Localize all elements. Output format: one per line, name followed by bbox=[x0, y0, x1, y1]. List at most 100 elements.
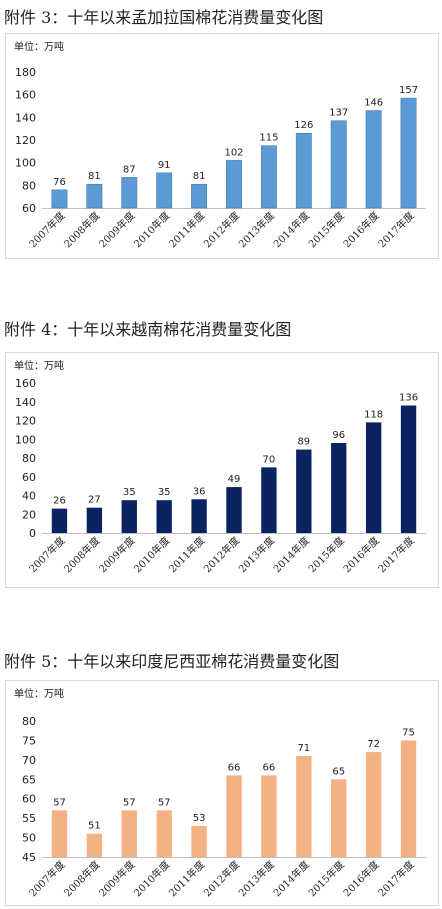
y-tick-label: 60 bbox=[22, 202, 36, 215]
bar bbox=[400, 740, 417, 857]
y-tick-label: 100 bbox=[15, 433, 36, 446]
bar bbox=[156, 172, 173, 209]
bar bbox=[51, 508, 68, 533]
data-label: 76 bbox=[53, 177, 66, 188]
x-tick-label: 2009年度 bbox=[96, 858, 137, 899]
bar bbox=[121, 500, 137, 533]
x-tick-label: 2014年度 bbox=[271, 858, 312, 899]
chart-panel-indonesia: 单位：万吨 45 50 55 60 65 70 75 80 57 2007年度 51 2008年度 57 2… bbox=[5, 680, 439, 906]
data-label: 81 bbox=[88, 171, 101, 182]
bar bbox=[226, 487, 242, 533]
y-tick-label: 80 bbox=[22, 179, 36, 192]
x-tick-label: 2013年度 bbox=[236, 858, 277, 899]
x-tick-label: 2009年度 bbox=[96, 209, 137, 250]
bar bbox=[51, 810, 68, 857]
data-label: 36 bbox=[193, 486, 206, 497]
data-label: 26 bbox=[53, 496, 66, 507]
x-tick-label: 2016年度 bbox=[340, 534, 381, 575]
y-tick-label: 140 bbox=[15, 111, 36, 124]
data-label: 57 bbox=[123, 797, 136, 808]
data-label: 51 bbox=[88, 821, 101, 832]
y-tick-label: 60 bbox=[22, 471, 36, 484]
data-label: 137 bbox=[329, 108, 348, 119]
y-tick-label: 80 bbox=[22, 452, 36, 465]
bar bbox=[330, 120, 347, 209]
y-tick-label: 65 bbox=[22, 773, 36, 786]
bar bbox=[86, 507, 103, 533]
bar bbox=[226, 160, 242, 209]
y-tick-label: 55 bbox=[22, 812, 36, 825]
data-label: 136 bbox=[399, 393, 418, 404]
data-label: 91 bbox=[158, 160, 171, 171]
bar-chart-bangladesh: 单位：万吨 60 80 100 120 140 160 180 76 2007年度 81 2008年度… bbox=[14, 40, 426, 250]
data-label: 115 bbox=[259, 133, 278, 144]
x-tick-label: 2012年度 bbox=[201, 534, 242, 575]
y-tick-label: 70 bbox=[22, 754, 36, 767]
data-label: 35 bbox=[123, 487, 136, 498]
x-tick-label: 2007年度 bbox=[26, 858, 67, 899]
bar bbox=[331, 779, 347, 857]
chart-panel-vietnam: 单位：万吨 0 20 40 60 80 100 120 140 160 26 2007年度 27 2008… bbox=[5, 352, 439, 588]
y-tick-label: 40 bbox=[22, 490, 36, 503]
x-tick-label: 2015年度 bbox=[306, 858, 347, 899]
bar bbox=[260, 145, 277, 209]
x-tick-label: 2013年度 bbox=[236, 534, 277, 575]
data-label: 27 bbox=[88, 495, 101, 506]
x-tick-label: 2010年度 bbox=[131, 534, 172, 575]
bar bbox=[295, 132, 312, 209]
heading-indonesia: 附件 5：十年以来印度尼西亚棉花消费量变化图 bbox=[4, 652, 340, 671]
x-tick-label: 2015年度 bbox=[306, 534, 347, 575]
y-tick-label: 75 bbox=[22, 734, 36, 747]
y-tick-label: 50 bbox=[22, 832, 36, 845]
data-label: 102 bbox=[224, 147, 243, 158]
chart-panel-bangladesh: 单位：万吨 60 80 100 120 140 160 180 76 2007年度 81 2008年度… bbox=[5, 33, 439, 259]
x-tick-label: 2017年度 bbox=[375, 209, 416, 250]
data-label: 89 bbox=[297, 437, 310, 448]
x-tick-label: 2012年度 bbox=[201, 858, 242, 899]
x-tick-label: 2017年度 bbox=[375, 858, 416, 899]
data-label: 70 bbox=[263, 454, 276, 465]
bar bbox=[121, 177, 138, 209]
x-tick-label: 2014年度 bbox=[271, 534, 312, 575]
bar bbox=[400, 97, 417, 209]
y-tick-label: 120 bbox=[15, 134, 36, 147]
y-tick-label: 60 bbox=[22, 793, 36, 806]
y-tick-label: 160 bbox=[15, 89, 36, 102]
y-tick-label: 120 bbox=[15, 415, 36, 428]
bar bbox=[365, 422, 382, 533]
data-label: 72 bbox=[367, 739, 380, 750]
x-tick-label: 2013年度 bbox=[236, 209, 277, 250]
y-tick-label: 100 bbox=[15, 157, 36, 170]
x-tick-label: 2008年度 bbox=[61, 209, 102, 250]
x-tick-label: 2008年度 bbox=[61, 534, 102, 575]
data-label: 57 bbox=[158, 797, 171, 808]
data-label: 87 bbox=[123, 164, 136, 175]
x-tick-label: 2008年度 bbox=[61, 858, 102, 899]
x-tick-label: 2011年度 bbox=[166, 209, 207, 250]
unit-label: 单位：万吨 bbox=[14, 359, 64, 372]
x-tick-label: 2007年度 bbox=[26, 534, 67, 575]
y-tick-label: 80 bbox=[22, 715, 36, 728]
bar bbox=[261, 467, 277, 533]
data-label: 126 bbox=[294, 120, 313, 131]
bar bbox=[296, 449, 312, 533]
bar bbox=[121, 810, 137, 857]
x-tick-label: 2014年度 bbox=[271, 209, 312, 250]
data-label: 96 bbox=[332, 430, 345, 441]
data-label: 53 bbox=[193, 813, 206, 824]
bar bbox=[156, 500, 172, 533]
x-tick-label: 2016年度 bbox=[340, 209, 381, 250]
data-label: 71 bbox=[297, 743, 310, 754]
y-tick-label: 20 bbox=[22, 508, 36, 521]
y-tick-label: 180 bbox=[15, 66, 36, 79]
y-tick-label: 160 bbox=[15, 377, 36, 390]
bar bbox=[400, 405, 417, 533]
bar bbox=[365, 752, 382, 857]
data-label: 57 bbox=[53, 797, 66, 808]
heading-bangladesh: 附件 3：十年以来孟加拉国棉花消费量变化图 bbox=[4, 8, 324, 27]
bar bbox=[226, 775, 242, 857]
bar bbox=[191, 825, 207, 857]
unit-label: 单位：万吨 bbox=[14, 687, 64, 700]
data-label: 157 bbox=[399, 85, 418, 96]
heading-vietnam: 附件 4：十年以来越南棉花消费量变化图 bbox=[4, 320, 292, 339]
